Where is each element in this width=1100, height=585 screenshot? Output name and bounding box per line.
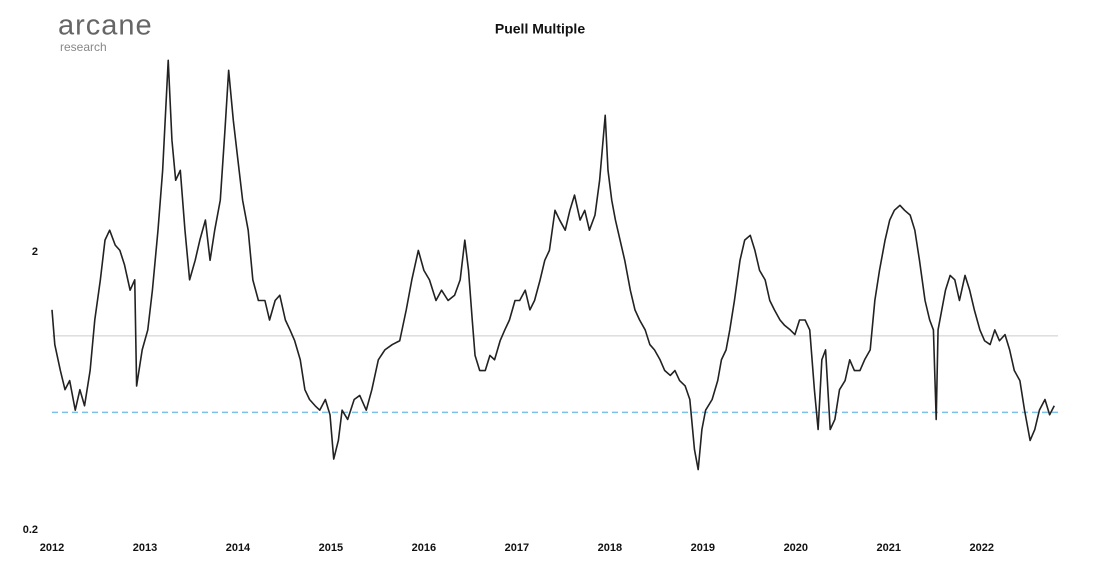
x-tick-label: 2021 [877,542,901,554]
y-tick-label: 0.2 [23,524,38,536]
x-tick-label: 2014 [226,542,251,554]
x-tick-label: 2018 [598,542,622,554]
brand-tagline: research [60,40,107,54]
x-tick-label: 2022 [970,542,994,554]
x-tick-label: 2016 [412,542,436,554]
chart-title: Puell Multiple [495,21,585,37]
x-tick-label: 2020 [784,542,808,554]
x-tick-label: 2013 [133,542,157,554]
x-tick-label: 2015 [319,542,343,554]
x-tick-label: 2017 [505,542,529,554]
line-series [51,59,1055,471]
x-tick-label: 2012 [40,542,64,554]
x-tick-label: 2019 [691,542,715,554]
y-tick-label: 2 [32,246,38,258]
brand-name: arcane [58,10,153,42]
